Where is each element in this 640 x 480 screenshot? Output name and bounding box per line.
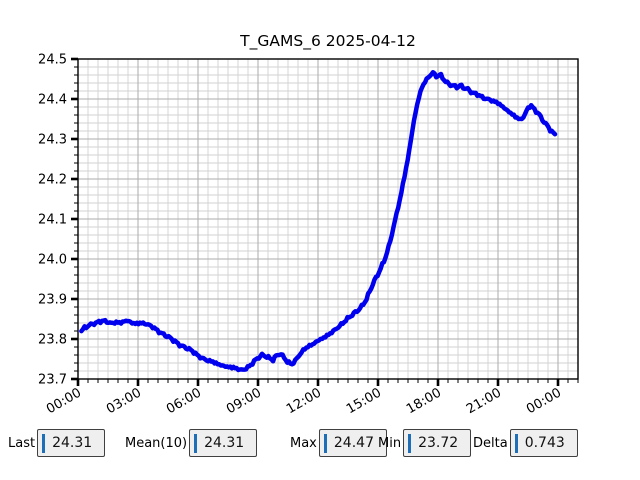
- stat-delta: Delta 0.743: [473, 428, 578, 458]
- stat-last-label: Last: [8, 435, 36, 451]
- stat-delta-value: 0.743: [524, 435, 565, 451]
- stat-last: Last 24.31: [8, 428, 106, 458]
- svg-text:18:00: 18:00: [404, 385, 444, 417]
- stat-delta-entry[interactable]: 0.743: [509, 429, 578, 457]
- data-line: [79, 69, 558, 373]
- x-axis-labels: 00:00 03:00 06:00 09:00 12:00 15:00 18:00 21:00…: [44, 385, 564, 417]
- stat-last-entry[interactable]: 24.31: [37, 429, 106, 457]
- svg-text:24.0: 24.0: [38, 253, 67, 268]
- stat-max-value: 24.47: [333, 435, 374, 451]
- text-cursor-icon: [42, 433, 46, 453]
- svg-text:00:00: 00:00: [44, 385, 84, 417]
- chart-area: 23.7 23.8 23.9 24.0 24.1 24.2 24.3 24.4 24.5 00:0…: [38, 32, 579, 417]
- chart-canvas: 23.7 23.8 23.9 24.0 24.1 24.2 24.3 24.4 24.5 00:0…: [38, 32, 579, 417]
- stat-min-value: 23.72: [418, 435, 459, 451]
- svg-text:12:00: 12:00: [284, 385, 324, 417]
- stat-min: Min 23.72: [378, 428, 472, 458]
- stat-delta-label: Delta: [473, 435, 508, 451]
- text-cursor-icon: [323, 433, 327, 453]
- svg-text:23.7: 23.7: [38, 373, 67, 388]
- svg-text:23.8: 23.8: [38, 333, 67, 348]
- text-cursor-icon: [194, 433, 198, 453]
- svg-text:15:00: 15:00: [344, 385, 384, 417]
- svg-text:24.5: 24.5: [38, 53, 67, 68]
- plot-frame: [77, 58, 579, 380]
- svg-text:06:00: 06:00: [164, 385, 204, 417]
- stat-min-entry[interactable]: 23.72: [403, 429, 472, 457]
- svg-text:24.4: 24.4: [38, 93, 67, 108]
- text-cursor-icon: [514, 433, 518, 453]
- svg-text:09:00: 09:00: [224, 385, 264, 417]
- svg-text:03:00: 03:00: [104, 385, 144, 417]
- stat-mean-entry[interactable]: 24.31: [189, 429, 258, 457]
- text-cursor-icon: [408, 433, 412, 453]
- stat-max-label: Max: [290, 435, 317, 451]
- stat-mean-label: Mean(10): [125, 435, 188, 451]
- stat-mean: Mean(10) 24.31: [125, 428, 258, 458]
- stat-last-value: 24.31: [52, 435, 93, 451]
- y-axis-labels: 23.7 23.8 23.9 24.0 24.1 24.2 24.3 24.4 24.5: [38, 53, 67, 388]
- stats-bar: Last 24.31 Mean(10) 24.31 Max 24.47 Min: [0, 428, 640, 462]
- chart-title: T_GAMS_6 2025-04-12: [239, 32, 416, 51]
- stat-min-label: Min: [378, 435, 402, 451]
- svg-text:24.3: 24.3: [38, 133, 67, 148]
- svg-text:00:00: 00:00: [524, 385, 564, 417]
- svg-text:24.1: 24.1: [38, 213, 67, 228]
- svg-text:23.9: 23.9: [38, 293, 67, 308]
- stat-max: Max 24.47: [290, 428, 387, 458]
- svg-text:21:00: 21:00: [464, 385, 504, 417]
- stat-max-entry[interactable]: 24.47: [318, 429, 387, 457]
- stat-mean-value: 24.31: [204, 435, 245, 451]
- svg-text:24.2: 24.2: [38, 173, 67, 188]
